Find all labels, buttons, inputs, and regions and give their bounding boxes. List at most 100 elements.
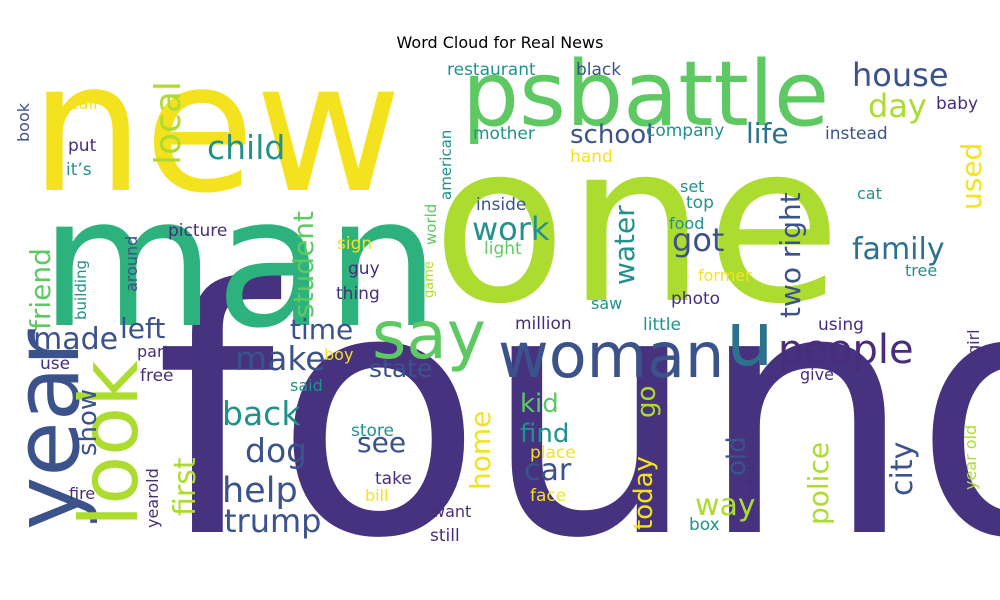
word-man: man <box>40 159 440 368</box>
word-game: game <box>422 261 437 298</box>
word-inside: inside <box>476 195 526 215</box>
chart-title: Word Cloud for Real News <box>396 33 604 52</box>
word-year-old: year old <box>961 425 980 490</box>
word-place: place <box>530 443 576 463</box>
word-still: still <box>430 526 460 546</box>
word-left: left <box>120 312 165 345</box>
word-box: box <box>689 515 720 535</box>
word-made: made <box>33 322 118 357</box>
word-company: company <box>646 121 724 141</box>
word-say: say <box>372 297 486 374</box>
word-use: use <box>40 354 70 374</box>
word-little: little <box>643 315 681 335</box>
word-million: million <box>515 314 572 334</box>
word-using: using <box>818 315 864 335</box>
word-fire: fire <box>69 484 95 503</box>
word-said: said <box>290 376 323 395</box>
word-family: family <box>852 232 945 267</box>
word-child: child <box>207 128 285 167</box>
word-show: show <box>73 389 103 456</box>
word-call: call <box>70 94 98 113</box>
word-yearold: yearold <box>143 468 162 528</box>
word-take: take <box>375 469 412 489</box>
word-tree: tree <box>905 261 937 280</box>
word-student: student <box>287 211 320 318</box>
word-used: used <box>955 143 988 210</box>
word-old: old <box>722 436 752 476</box>
word-two-right: two right <box>774 192 807 318</box>
word-baby: baby <box>936 94 978 114</box>
word-instead: instead <box>825 124 888 144</box>
word-first: first <box>168 457 203 516</box>
word-girl: girl <box>964 329 983 355</box>
word-work: work <box>472 210 550 248</box>
word-see: see <box>357 426 406 459</box>
word-want: want <box>432 502 471 521</box>
word-school: school <box>570 120 653 150</box>
word-photo: photo <box>671 289 720 309</box>
word-psbattle: psbattle <box>462 42 829 147</box>
word-time: time <box>290 313 353 346</box>
word-cat: cat <box>857 184 882 203</box>
word-home: home <box>464 411 497 490</box>
word-bill: bill <box>365 486 389 505</box>
word-city: city <box>885 442 920 496</box>
word-around: around <box>122 236 141 292</box>
word-book: book <box>14 102 33 142</box>
word-woman: woman <box>498 319 724 392</box>
word-face: face <box>530 486 566 506</box>
word-give: give <box>800 365 834 384</box>
word-food: food <box>669 214 704 233</box>
word-guy: guy <box>348 259 380 279</box>
word-part: part <box>137 342 170 361</box>
word-go: go <box>632 386 662 418</box>
word-world: world <box>422 204 440 245</box>
word-year: year <box>0 329 100 530</box>
word-mother: mother <box>473 124 535 144</box>
word-people: people <box>778 327 914 373</box>
word-find: find <box>520 419 569 449</box>
word-set: set <box>680 177 704 196</box>
word-restaurant: restaurant <box>447 60 536 80</box>
word-thing: thing <box>336 284 380 304</box>
word-kid: kid <box>520 389 559 419</box>
word-life: life <box>746 117 789 150</box>
word-american: american <box>437 130 455 200</box>
word-u: u <box>726 295 774 383</box>
word-local: local <box>148 81 189 165</box>
word-look: look <box>63 360 156 527</box>
word-it-s: it’s <box>66 160 92 180</box>
word-store: store <box>351 421 394 441</box>
word-way: way <box>695 488 756 523</box>
word-help: help <box>222 471 298 511</box>
word-back: back <box>222 394 301 433</box>
word-put: put <box>68 136 97 156</box>
word-found: found <box>155 217 1000 600</box>
word-saw: saw <box>591 294 622 313</box>
word-former: former <box>698 266 752 285</box>
word-water: water <box>608 205 641 285</box>
word-day: day <box>868 87 927 125</box>
word-boy: boy <box>324 345 353 364</box>
word-house: house <box>852 56 949 94</box>
word-building: building <box>72 260 90 320</box>
word-hand: hand <box>570 147 613 167</box>
word-light: light <box>484 239 522 259</box>
word-state: state <box>369 354 432 383</box>
word-dog: dog <box>245 431 307 470</box>
word-free: free <box>140 366 174 386</box>
word-sign: sign <box>337 234 372 254</box>
word-got: got <box>672 221 724 259</box>
word-black: black <box>576 60 621 80</box>
word-car: car <box>524 453 572 488</box>
word-trump: trump <box>224 502 321 540</box>
word-make: make <box>235 339 326 378</box>
word-one: one <box>432 96 841 352</box>
word-outside: outside <box>744 448 760 500</box>
word-friend: friend <box>24 248 57 330</box>
word-top: top <box>686 193 714 213</box>
word-new: new <box>30 24 402 233</box>
word-police: police <box>802 442 835 525</box>
word-today: today <box>629 456 659 530</box>
